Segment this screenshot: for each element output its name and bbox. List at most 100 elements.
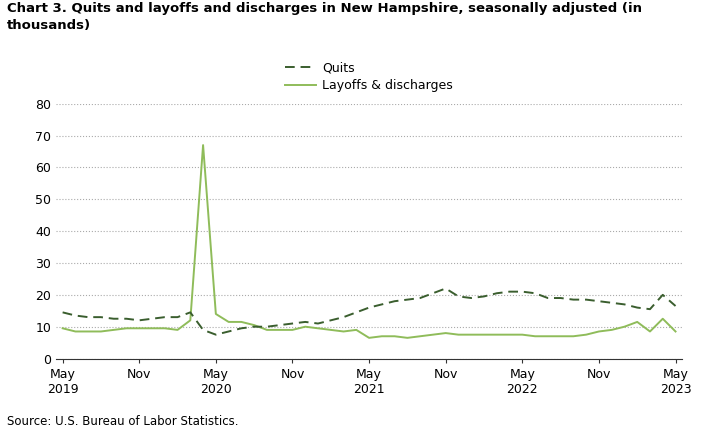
Layoffs & discharges	[441, 330, 450, 336]
Text: thousands): thousands)	[7, 19, 91, 32]
Quits	[556, 295, 565, 301]
Quits	[671, 303, 680, 308]
Layoffs & discharges	[531, 334, 539, 339]
Quits	[148, 316, 156, 321]
Legend: Quits, Layoffs & discharges: Quits, Layoffs & discharges	[285, 61, 453, 92]
Quits	[276, 323, 284, 328]
Quits	[479, 294, 488, 299]
Quits	[543, 295, 552, 301]
Quits	[174, 314, 182, 320]
Quits	[110, 316, 118, 321]
Quits	[314, 321, 322, 326]
Layoffs & discharges	[340, 329, 348, 334]
Layoffs & discharges	[595, 329, 603, 334]
Layoffs & discharges	[582, 332, 591, 337]
Quits	[97, 314, 105, 320]
Quits	[493, 291, 501, 296]
Layoffs & discharges	[467, 332, 475, 337]
Text: Source: U.S. Bureau of Labor Statistics.: Source: U.S. Bureau of Labor Statistics.	[7, 415, 238, 428]
Quits	[352, 310, 361, 315]
Layoffs & discharges	[135, 326, 143, 331]
Layoffs & discharges	[556, 334, 565, 339]
Quits	[301, 319, 309, 324]
Quits	[135, 318, 143, 323]
Quits	[160, 314, 169, 320]
Layoffs & discharges	[263, 327, 271, 333]
Layoffs & discharges	[110, 327, 118, 333]
Quits	[531, 291, 539, 296]
Layoffs & discharges	[148, 326, 156, 331]
Quits	[633, 305, 641, 310]
Layoffs & discharges	[199, 143, 207, 148]
Layoffs & discharges	[365, 335, 373, 340]
Layoffs & discharges	[276, 327, 284, 333]
Layoffs & discharges	[84, 329, 92, 334]
Quits	[199, 327, 207, 333]
Quits	[518, 289, 527, 294]
Layoffs & discharges	[186, 318, 195, 323]
Quits	[122, 316, 131, 321]
Quits	[224, 329, 233, 334]
Quits	[212, 332, 220, 337]
Layoffs & discharges	[403, 335, 411, 340]
Quits	[340, 314, 348, 320]
Quits	[250, 324, 259, 329]
Layoffs & discharges	[212, 311, 220, 317]
Layoffs & discharges	[633, 319, 641, 324]
Quits	[71, 313, 79, 318]
Layoffs & discharges	[122, 326, 131, 331]
Layoffs & discharges	[71, 329, 79, 334]
Line: Quits: Quits	[63, 289, 676, 335]
Layoffs & discharges	[569, 334, 578, 339]
Quits	[263, 324, 271, 329]
Quits	[582, 297, 591, 302]
Layoffs & discharges	[659, 316, 667, 321]
Layoffs & discharges	[416, 334, 425, 339]
Quits	[505, 289, 514, 294]
Quits	[327, 318, 335, 323]
Layoffs & discharges	[607, 327, 616, 333]
Layoffs & discharges	[224, 319, 233, 324]
Layoffs & discharges	[505, 332, 514, 337]
Layoffs & discharges	[390, 334, 399, 339]
Quits	[403, 297, 411, 302]
Quits	[84, 314, 92, 320]
Layoffs & discharges	[327, 327, 335, 333]
Quits	[365, 305, 373, 310]
Quits	[607, 300, 616, 305]
Layoffs & discharges	[237, 319, 245, 324]
Layoffs & discharges	[646, 329, 654, 334]
Layoffs & discharges	[301, 324, 309, 329]
Layoffs & discharges	[314, 326, 322, 331]
Quits	[467, 295, 475, 301]
Layoffs & discharges	[250, 323, 259, 328]
Quits	[659, 292, 667, 297]
Text: Chart 3. Quits and layoffs and discharges in New Hampshire, seasonally adjusted : Chart 3. Quits and layoffs and discharge…	[7, 2, 642, 15]
Quits	[595, 299, 603, 304]
Layoffs & discharges	[174, 327, 182, 333]
Layoffs & discharges	[620, 324, 628, 329]
Quits	[186, 310, 195, 315]
Quits	[288, 321, 297, 326]
Layoffs & discharges	[518, 332, 527, 337]
Layoffs & discharges	[454, 332, 463, 337]
Quits	[58, 310, 67, 315]
Layoffs & discharges	[378, 334, 386, 339]
Layoffs & discharges	[493, 332, 501, 337]
Layoffs & discharges	[97, 329, 105, 334]
Quits	[454, 294, 463, 299]
Quits	[620, 302, 628, 307]
Quits	[429, 291, 437, 296]
Layoffs & discharges	[352, 327, 361, 333]
Layoffs & discharges	[288, 327, 297, 333]
Quits	[646, 307, 654, 312]
Quits	[237, 326, 245, 331]
Quits	[378, 302, 386, 307]
Layoffs & discharges	[429, 332, 437, 337]
Layoffs & discharges	[160, 326, 169, 331]
Layoffs & discharges	[543, 334, 552, 339]
Layoffs & discharges	[479, 332, 488, 337]
Quits	[441, 286, 450, 291]
Line: Layoffs & discharges: Layoffs & discharges	[63, 145, 676, 338]
Quits	[390, 299, 399, 304]
